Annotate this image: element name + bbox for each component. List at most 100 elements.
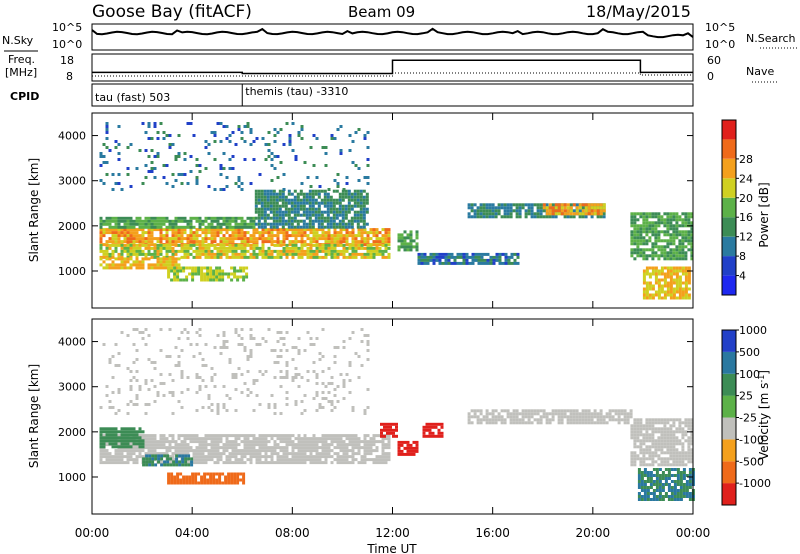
velocity-cell (688, 486, 692, 489)
power-cell (168, 219, 172, 223)
velocity-cell (258, 458, 262, 462)
power-cell (636, 251, 640, 255)
power-cell (204, 140, 208, 143)
velocity-cell (184, 457, 188, 461)
power-cell (429, 258, 433, 262)
power-cell (584, 206, 588, 210)
velocity-cell (687, 442, 691, 446)
velocity-cell (129, 400, 133, 403)
power-cell (114, 234, 118, 238)
power-cell (351, 249, 355, 253)
power-cell (147, 266, 151, 270)
power-cell (183, 237, 187, 241)
power-cell (354, 246, 358, 250)
velocity-cell (154, 457, 158, 461)
power-cell (557, 203, 561, 207)
velocity-cell (182, 475, 186, 479)
power-cell (114, 231, 118, 235)
power-cell (309, 255, 313, 259)
power-cell (657, 287, 661, 291)
power-cell (681, 296, 685, 300)
power-cell (162, 234, 166, 238)
velocity-cell (687, 457, 691, 461)
power-cell (362, 189, 366, 193)
velocity-cell (681, 421, 685, 425)
power-cell (336, 231, 340, 235)
power-cell (633, 233, 637, 237)
velocity-cell (336, 437, 340, 441)
power-cell (141, 237, 145, 241)
velocity-cell (336, 434, 340, 438)
velocity-cell (566, 409, 570, 413)
velocity-cell (243, 437, 247, 441)
power-cell (348, 134, 352, 137)
velocity-cell (182, 478, 186, 482)
velocity-cell (663, 433, 667, 437)
power-cell (297, 240, 301, 244)
power-cell (339, 231, 343, 235)
power-cell (663, 251, 667, 255)
power-cell (167, 272, 171, 276)
velocity-cell (120, 439, 124, 443)
power-cell (159, 219, 163, 223)
velocity-cell (145, 454, 149, 458)
power-cell (240, 252, 244, 256)
velocity-cell (273, 434, 277, 438)
power-cell (266, 213, 270, 217)
power-cell (593, 212, 597, 216)
velocity-cell (369, 440, 373, 444)
velocity-cell (181, 457, 185, 461)
velocity-cell (345, 434, 349, 438)
velocity-cell (201, 458, 205, 462)
power-cell (324, 231, 328, 235)
power-cell (599, 212, 603, 216)
power-cell (690, 233, 694, 237)
velocity-cell (114, 439, 118, 443)
power-cell (687, 236, 691, 240)
power-cell (353, 219, 357, 223)
velocity-cell (633, 463, 637, 467)
power-cell (216, 216, 220, 220)
power-cell (681, 257, 685, 261)
power-cell (254, 195, 258, 199)
velocity-cell (300, 376, 304, 379)
velocity-cell (403, 452, 407, 456)
power-cell (363, 134, 367, 137)
velocity-cell (243, 443, 247, 447)
velocity-cell (162, 443, 166, 447)
power-cell (636, 218, 640, 222)
power-cell (359, 225, 363, 229)
power-cell (536, 209, 540, 213)
power-cell (216, 219, 220, 223)
power-cell (329, 204, 333, 208)
velocity-cell (279, 412, 283, 415)
power-cell (687, 248, 691, 252)
power-cell (293, 210, 297, 214)
power-cell (479, 212, 483, 216)
velocity-cell (658, 477, 662, 480)
power-cell (530, 215, 534, 219)
power-cell (153, 176, 157, 179)
power-cell (350, 216, 354, 220)
power-cell (102, 260, 106, 264)
power-cell (690, 251, 694, 255)
power-cell (257, 192, 261, 196)
power-cell (348, 149, 352, 152)
power-cell (189, 155, 193, 158)
power-cell (675, 227, 679, 231)
power-cell (288, 249, 292, 253)
velocity-cell (141, 442, 145, 446)
velocity-cell (542, 409, 546, 413)
power-cell (275, 225, 279, 229)
power-cell (639, 239, 643, 243)
power-cell (126, 219, 130, 223)
power-cell (257, 225, 261, 229)
velocity-cell (216, 403, 220, 406)
velocity-cell (333, 434, 337, 438)
power-cell (351, 161, 355, 164)
power-cell (648, 212, 652, 216)
velocity-cell (285, 437, 289, 441)
power-cell (99, 228, 103, 232)
power-cell (263, 225, 267, 229)
velocity-cell (234, 373, 238, 376)
